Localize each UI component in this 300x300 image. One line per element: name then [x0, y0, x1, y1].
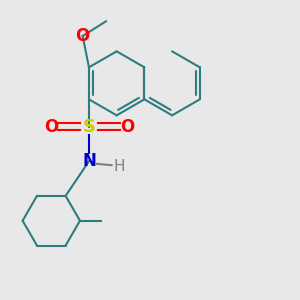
Text: O: O [44, 118, 58, 136]
Text: N: N [82, 152, 96, 170]
Text: O: O [76, 27, 90, 45]
Text: S: S [82, 118, 95, 136]
Text: O: O [120, 118, 134, 136]
Text: H: H [114, 159, 125, 174]
